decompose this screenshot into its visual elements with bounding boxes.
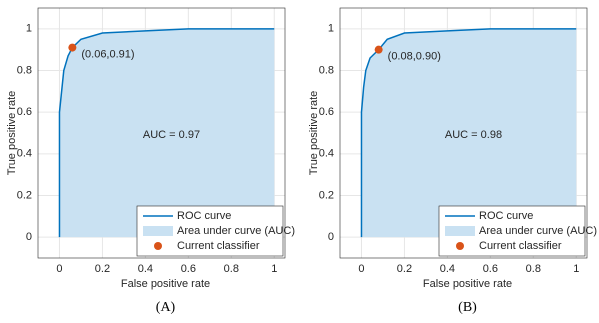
auc-annotation: AUC = 0.97 (143, 129, 200, 141)
y-tick-label: 0.4 (319, 148, 334, 160)
legend-label: ROC curve (479, 210, 533, 222)
y-tick-label: 0.8 (17, 64, 32, 76)
legend-patch (143, 226, 173, 236)
current-classifier (374, 45, 383, 54)
legend-label: Area under curve (AUC) (177, 225, 295, 237)
x-axis-label: False positive rate (121, 278, 210, 290)
auc-area (361, 28, 577, 238)
x-tick-label: 0.4 (138, 263, 153, 275)
y-tick-label: 0.2 (319, 189, 334, 201)
legend-label: Area under curve (AUC) (479, 225, 597, 237)
x-tick-label: 0.8 (224, 263, 239, 275)
y-tick-label: 0 (26, 231, 32, 243)
x-tick-label: 0.6 (483, 263, 498, 275)
legend-label: ROC curve (177, 210, 231, 222)
y-tick-label: 1 (26, 23, 32, 35)
x-tick-label: 0.4 (440, 263, 455, 275)
y-tick-label: 0.2 (17, 189, 32, 201)
y-tick-label: 0.4 (17, 148, 32, 160)
auc-area (59, 28, 275, 238)
x-tick-label: 1 (271, 263, 277, 275)
x-tick-label: 0.2 (95, 263, 110, 275)
y-tick-label: 0 (328, 231, 334, 243)
y-tick-label: 0.8 (319, 64, 334, 76)
x-axis-label: False positive rate (423, 278, 512, 290)
x-tick-label: 0 (358, 263, 364, 275)
x-tick-label: 1 (573, 263, 579, 275)
plot-border (339, 7, 588, 259)
y-tick-label: 0.6 (17, 106, 32, 118)
y-tick-label: 0.6 (319, 106, 334, 118)
x-tick-label: 0 (56, 263, 62, 275)
current-classifier (68, 43, 77, 52)
point-label: (0.06,0.91) (81, 48, 134, 60)
x-tick-label: 0.6 (181, 263, 196, 275)
y-axis-label: True positive rate (308, 91, 320, 176)
y-axis-label: True positive rate (6, 91, 18, 176)
y-tick-label: 1 (328, 23, 334, 35)
legend-marker (154, 242, 162, 250)
x-tick-label: 0.2 (397, 263, 412, 275)
caption: (B) (458, 300, 477, 315)
legend-label: Current classifier (177, 240, 260, 252)
auc-annotation: AUC = 0.98 (445, 129, 502, 141)
x-tick-label: 0.8 (526, 263, 541, 275)
legend-marker (456, 242, 464, 250)
plot-border (37, 7, 286, 259)
legend-label: Current classifier (479, 240, 562, 252)
point-label: (0.08,0.90) (388, 51, 441, 63)
caption: (A) (156, 300, 176, 315)
chart-panel: 0 0.2 0.4 0.6 0.8 1 0 0.2 0.4 0.6 0.8 1 (0.08,0.90) A… (308, 7, 597, 315)
legend-patch (445, 226, 475, 236)
chart-panel: 0 0.2 0.4 0.6 0.8 1 0 0.2 0.4 0.6 0.8 1 (0.06,0.91) A… (6, 7, 295, 315)
